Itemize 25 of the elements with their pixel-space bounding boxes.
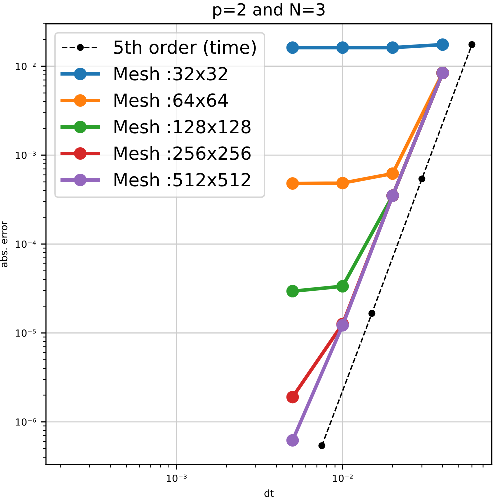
y-tick-label: 10⁻³ [16,152,36,160]
y-tick-label: 10⁻⁵ [16,330,36,338]
point [386,168,400,180]
point [286,285,300,298]
point [286,391,300,404]
point [286,177,300,190]
point [436,38,450,52]
legend-label: Mesh :32x32 [114,66,228,81]
legend-label: Mesh :512x512 [114,172,250,187]
legend-label: Mesh :256x256 [114,146,251,160]
legend-label: Mesh :128x128 [114,120,251,134]
y-axis-title: abs. error [0,221,8,268]
point [336,42,350,54]
point [286,434,300,447]
y-tick-label: 10⁻⁴ [16,240,36,248]
y-tick-label: 10⁻² [16,62,36,70]
legend-label: 5th order (time) [114,40,256,56]
x-axis-title: dt [264,490,274,498]
point [386,42,400,54]
point [286,42,300,54]
point [336,177,350,190]
chart-title: p=2 and N=3 [214,3,325,20]
y-tick-label: 10⁻⁶ [16,418,36,426]
point [336,280,350,293]
legend-label: Mesh :64x64 [114,93,228,108]
